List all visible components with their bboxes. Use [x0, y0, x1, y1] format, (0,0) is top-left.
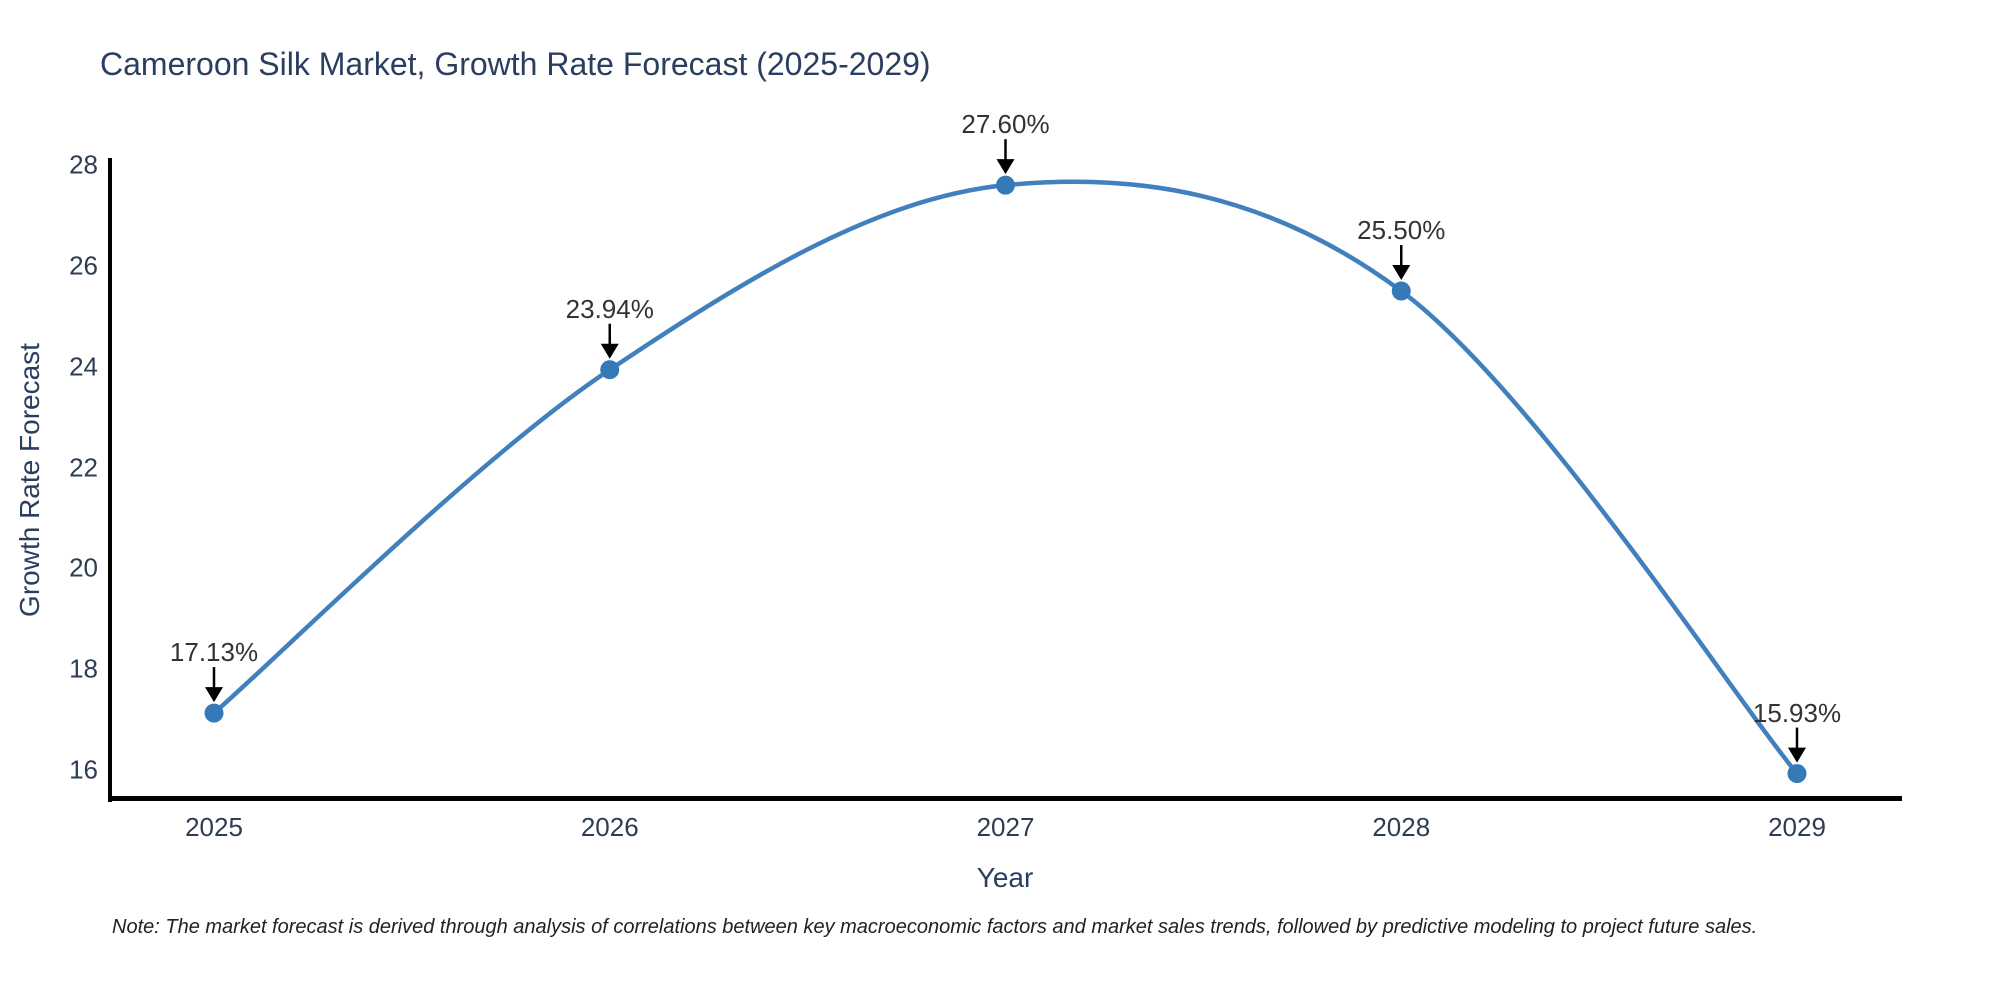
y-tick-label: 22: [69, 452, 98, 483]
annotation-label: 15.93%: [1752, 697, 1842, 728]
x-tick-label: 2029: [1768, 812, 1826, 842]
data-point-marker: [600, 360, 620, 380]
x-tick-label: 2028: [1372, 812, 1431, 842]
annotation-label: 27.60%: [961, 109, 1050, 140]
data-point-marker: [1391, 281, 1411, 301]
annotation-label: 25.50%: [1357, 215, 1446, 246]
annotation-label: 17.13%: [169, 637, 259, 668]
y-tick-label: 28: [69, 149, 98, 180]
x-tick-label: 2027: [976, 812, 1035, 842]
data-point-marker: [1787, 764, 1807, 784]
x-axis-line: [108, 796, 1902, 801]
x-tick-label: 2026: [580, 812, 639, 842]
data-point-marker: [204, 703, 224, 723]
trend-line: [211, 179, 1800, 776]
annotation-arrowhead: [600, 343, 619, 359]
y-tick-label: 20: [69, 552, 98, 583]
data-point-marker: [996, 175, 1015, 195]
annotation-arrowhead: [205, 687, 223, 703]
annotation-label: 23.94%: [565, 293, 654, 324]
x-axis-title: Year: [976, 862, 1034, 893]
y-axis-line: [108, 158, 112, 802]
y-tick-label: 26: [69, 250, 98, 281]
annotation-arrowhead: [1392, 265, 1411, 281]
y-tick-label: 18: [69, 653, 98, 684]
y-tick-label: 24: [69, 351, 98, 382]
annotation-arrowhead: [1788, 747, 1806, 763]
annotation-arrowhead: [996, 159, 1015, 175]
footnote: Note: The market forecast is derived thr…: [112, 916, 1758, 938]
x-tick-label: 2025: [185, 812, 243, 842]
y-tick-label: 16: [69, 754, 98, 785]
chart-title: Cameroon Silk Market, Growth Rate Foreca…: [100, 46, 931, 82]
